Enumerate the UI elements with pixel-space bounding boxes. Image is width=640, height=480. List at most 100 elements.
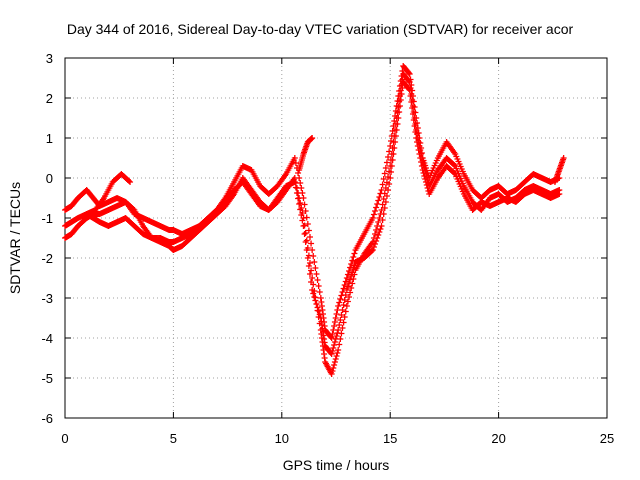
data-point (293, 190, 300, 196)
data-point (420, 170, 427, 176)
y-tick-label: -6 (41, 411, 53, 426)
data-point (423, 182, 430, 188)
data-point (331, 323, 338, 329)
data-point (314, 304, 321, 311)
data-point (332, 336, 339, 342)
data-point (306, 260, 313, 266)
data-point (409, 111, 416, 117)
data-point (387, 175, 394, 181)
data-point (347, 276, 354, 283)
data-point (377, 226, 384, 232)
data-point (313, 271, 320, 277)
data-point (388, 163, 395, 169)
data-point (418, 159, 425, 165)
data-point (374, 235, 381, 241)
data-point (348, 261, 355, 267)
data-point (330, 345, 337, 351)
data-point (391, 145, 398, 151)
x-tick-label: 10 (275, 431, 289, 446)
data-point (349, 269, 356, 276)
data-point (383, 159, 390, 166)
data-point (316, 289, 323, 295)
data-point (341, 282, 348, 288)
data-point (333, 311, 340, 317)
y-tick-label: 2 (46, 91, 53, 106)
data-point (339, 307, 346, 313)
data-point (338, 312, 345, 318)
data-point (385, 154, 392, 160)
x-tick-label: 5 (170, 431, 177, 446)
data-point (380, 211, 387, 217)
data-point (335, 347, 342, 353)
data-point (331, 339, 338, 345)
data-point (331, 319, 338, 325)
data-point (397, 97, 404, 103)
y-axis: -6 -5 -4 -3 -2 -1 0 1 2 3 (41, 51, 607, 426)
data-point (334, 330, 341, 336)
x-tick-label: 0 (61, 431, 68, 446)
data-point (390, 151, 397, 157)
y-tick-label: -5 (41, 371, 53, 386)
data-point (297, 200, 304, 206)
data-point (405, 70, 412, 76)
data-point (343, 303, 350, 309)
data-point (376, 215, 383, 221)
data-point (335, 303, 342, 309)
data-point (406, 71, 413, 77)
data-point (378, 207, 385, 213)
data-point (306, 234, 313, 240)
data-point (372, 231, 379, 237)
data-point (375, 197, 382, 204)
y-tick-label: -2 (41, 251, 53, 266)
data-point (291, 179, 298, 185)
data-point (379, 217, 386, 223)
y-tick-label: -4 (41, 331, 53, 346)
data-point (295, 170, 302, 176)
data-point (409, 105, 416, 111)
data-point (351, 250, 358, 257)
data-point (344, 271, 351, 278)
data-point (398, 91, 405, 97)
data-point (312, 297, 319, 304)
series-track-4 (83, 171, 134, 217)
data-point (406, 87, 413, 93)
data-point (308, 240, 315, 247)
data-point (298, 212, 305, 218)
x-axis: 0 5 10 15 20 25 (61, 58, 614, 446)
data-point (343, 287, 350, 293)
data-point (343, 275, 350, 281)
data-point (315, 283, 322, 289)
data-point (405, 78, 412, 84)
x-tick-label: 25 (600, 431, 614, 446)
data-point (556, 191, 563, 197)
data-point (396, 103, 403, 109)
data-point (413, 135, 420, 141)
data-point (329, 331, 336, 337)
data-point (344, 283, 351, 290)
data-point (340, 302, 347, 308)
data-point (328, 335, 335, 341)
data-point (350, 254, 357, 260)
data-point (339, 325, 346, 331)
data-point (382, 165, 389, 171)
data-point (311, 259, 318, 265)
data-point (331, 362, 338, 368)
series-track-5 (296, 135, 316, 173)
data-point (305, 263, 312, 269)
data-point (405, 86, 412, 92)
data-point (350, 266, 357, 272)
data-point (416, 151, 423, 157)
data-point (336, 322, 343, 328)
y-axis-label: SDTVAR / TECUs (7, 182, 23, 294)
data-point (314, 277, 321, 283)
data-point (302, 230, 309, 236)
data-point (411, 123, 418, 129)
data-point (379, 201, 386, 208)
data-point (337, 296, 344, 302)
data-point (340, 319, 347, 326)
data-point (328, 351, 335, 357)
x-tick-label: 20 (491, 431, 505, 446)
data-point (299, 217, 306, 224)
data-point (418, 163, 425, 169)
